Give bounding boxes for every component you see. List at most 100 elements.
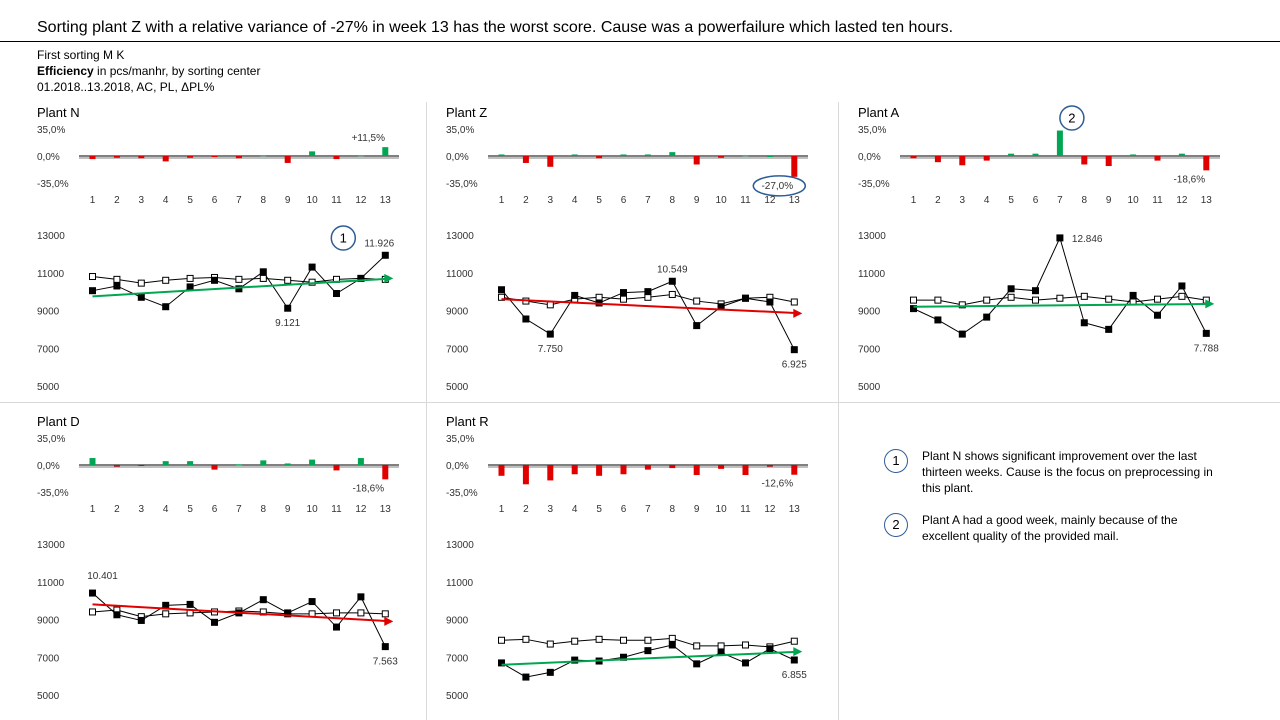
category-tick-label: 12: [355, 504, 367, 515]
pl-point: [958, 301, 966, 309]
variance-bar: [211, 156, 218, 157]
variance-bar: [309, 459, 316, 465]
category-tick-label: 11: [331, 195, 342, 206]
trend-arrow-line: [92, 603, 387, 622]
category-tick-label: 9: [1106, 195, 1112, 206]
ac-point: [644, 647, 652, 655]
category-tick-label: 7: [1057, 195, 1063, 206]
meta-line-1: First sorting M K: [37, 48, 125, 62]
variance-bar: [498, 154, 505, 156]
variance-bar: [89, 458, 96, 465]
category-tick-label: 13: [380, 195, 392, 206]
variance-bar: [235, 464, 242, 466]
ac-point: [571, 291, 579, 299]
meta-line-2: Efficiency in pcs/manhr, by sorting cent…: [37, 63, 260, 79]
measure-name: Efficiency: [37, 64, 94, 78]
line-axis-label: 9000: [858, 307, 881, 318]
variance-axis-label: 0,0%: [37, 461, 60, 472]
line-axis-label: 13000: [37, 231, 65, 242]
ac-point: [1080, 319, 1088, 327]
panel-plant-z: Plant Z35,0%0,0%-35,0% -27,0%1 2 3 4 5 6 7 8 9 10 1…: [446, 105, 808, 393]
variance-bar: [1203, 156, 1210, 171]
notes: 1 Plant N shows significant improvement …: [884, 448, 1224, 560]
category-tick-label: 2: [114, 195, 120, 206]
ac-point: [668, 277, 676, 285]
pl-point: [1056, 294, 1064, 302]
trend-arrowhead: [384, 616, 394, 626]
ac-point: [186, 600, 194, 608]
ac-point: [522, 315, 530, 323]
ac-point: [766, 298, 774, 306]
variance-data-label: -27,0%: [761, 181, 793, 192]
trend-arrow-line: [913, 302, 1208, 308]
variance-bar: [1032, 153, 1039, 156]
variance-bar: [718, 156, 725, 158]
variance-data-label: -12,6%: [761, 479, 793, 490]
line-data-label: 7.750: [538, 344, 563, 355]
category-tick-label: 1: [911, 195, 917, 206]
line-axis-label: 13000: [37, 540, 65, 551]
ac-point: [284, 609, 292, 617]
ac-point: [259, 268, 267, 276]
variance-bar: [357, 458, 364, 465]
line-axis-label: 9000: [37, 616, 60, 627]
category-tick-label: 1: [90, 504, 96, 515]
pl-point: [620, 295, 627, 303]
variance-axis-label: 35,0%: [37, 434, 65, 445]
ac-point: [113, 282, 121, 290]
line-axis-label: 9000: [446, 307, 469, 318]
panel-divider: [426, 102, 427, 720]
variance-bar: [718, 465, 725, 469]
variance-axis-label: -35,0%: [37, 179, 69, 190]
variance-bar: [89, 156, 96, 160]
line-axis-label: 7000: [446, 344, 469, 355]
variance-axis-label: 35,0%: [37, 125, 65, 136]
ac-point: [308, 263, 316, 271]
ac-point: [717, 303, 725, 311]
category-tick-label: 4: [163, 504, 169, 515]
category-tick-label: 8: [670, 504, 676, 515]
category-tick-label: 12: [764, 195, 776, 206]
variance-bar: [791, 465, 798, 475]
pl-point: [162, 276, 170, 284]
variance-bar: [113, 156, 120, 158]
pl-point: [693, 642, 701, 650]
ac-point: [693, 322, 701, 330]
line-axis-label: 13000: [858, 231, 886, 242]
pl-point: [1178, 292, 1186, 300]
category-tick-label: 6: [621, 504, 627, 515]
ac-point: [357, 593, 365, 601]
category-tick-label: 1: [499, 504, 505, 515]
pl-point: [162, 610, 170, 618]
line-axis-label: 5000: [446, 691, 469, 702]
ac-point: [1105, 325, 1113, 333]
chart-title: Plant R: [446, 414, 489, 429]
ac-point: [284, 304, 292, 312]
variance-bar: [1178, 153, 1185, 156]
variance-bar: [1130, 154, 1137, 156]
trend-arrowhead: [793, 647, 803, 657]
pl-point: [259, 274, 267, 282]
pl-point: [934, 296, 942, 304]
line-axis-label: 11000: [446, 269, 474, 280]
pl-point: [983, 296, 991, 304]
line-data-label: 6.855: [782, 670, 807, 681]
category-tick-label: 11: [740, 195, 751, 206]
ac-point: [790, 656, 798, 664]
category-tick-label: 1: [90, 195, 96, 206]
ac-point: [211, 276, 218, 284]
line-axis-label: 11000: [858, 269, 886, 280]
variance-bar: [187, 156, 194, 158]
category-tick-label: 10: [307, 504, 319, 515]
ac-point: [381, 643, 389, 651]
variance-bar: [498, 465, 505, 476]
line-axis-label: 5000: [446, 382, 469, 393]
ac-point: [137, 293, 145, 301]
ac-point: [235, 285, 243, 293]
line-axis-label: 13000: [446, 540, 474, 551]
ac-point: [498, 659, 505, 667]
category-tick-label: 5: [187, 195, 193, 206]
variance-bar: [934, 156, 941, 163]
pl-point: [668, 290, 676, 298]
variance-bar: [742, 465, 749, 476]
